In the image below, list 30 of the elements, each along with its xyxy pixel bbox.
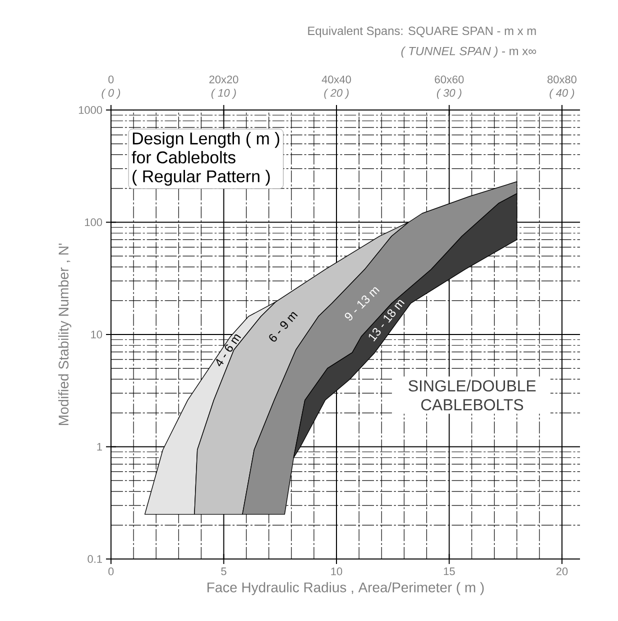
x-tick-label: 0 [108,568,114,576]
annotation: ( Regular Pattern ) [132,170,270,186]
x-tick-label: 10 [331,568,342,576]
series-label: 6 - 9 m [269,312,298,342]
annotation: for Cablebolts [132,150,236,164]
y-tick-label: 100 [85,218,102,226]
text: 20x20 [209,76,238,84]
series-label: 4 - 6 m [216,334,242,366]
x-tick-label: 20 [556,568,568,576]
text: ( 0 ) [102,88,120,99]
x2-axis-title: Equivalent Spans: SQUARE SPAN - m x m [308,26,536,38]
text: ( 40 ) [550,88,574,99]
text: 60x60 [434,76,464,84]
y-axis-title: Modified Stability Number , N' [58,244,72,425]
text: 80x80 [548,76,576,84]
annotation: SINGLE/DOUBLE CABLEBOLTS [408,380,536,410]
text: ( 10 ) [211,88,236,99]
text: 0 [108,76,114,84]
y-tick-label: 1 [97,442,102,451]
y-tick-label: 1000 [78,106,102,114]
y-tick-label: 0.1 [88,555,102,563]
text: ( 20 ) [324,88,349,99]
text: ( 30 ) [436,88,462,99]
x-axis-title: Face Hydraulic Radius , Area/Perimeter ( m ) [208,582,484,596]
text: 40x40 [322,76,351,84]
text: ( TUNNEL SPAN ) - m x∞ [401,46,536,58]
x-tick-label: 5 [221,568,226,576]
x-tick-label: 15 [444,568,455,576]
y-tick-label: 10 [91,330,102,338]
annotation: Design Length ( m ) [132,132,280,148]
